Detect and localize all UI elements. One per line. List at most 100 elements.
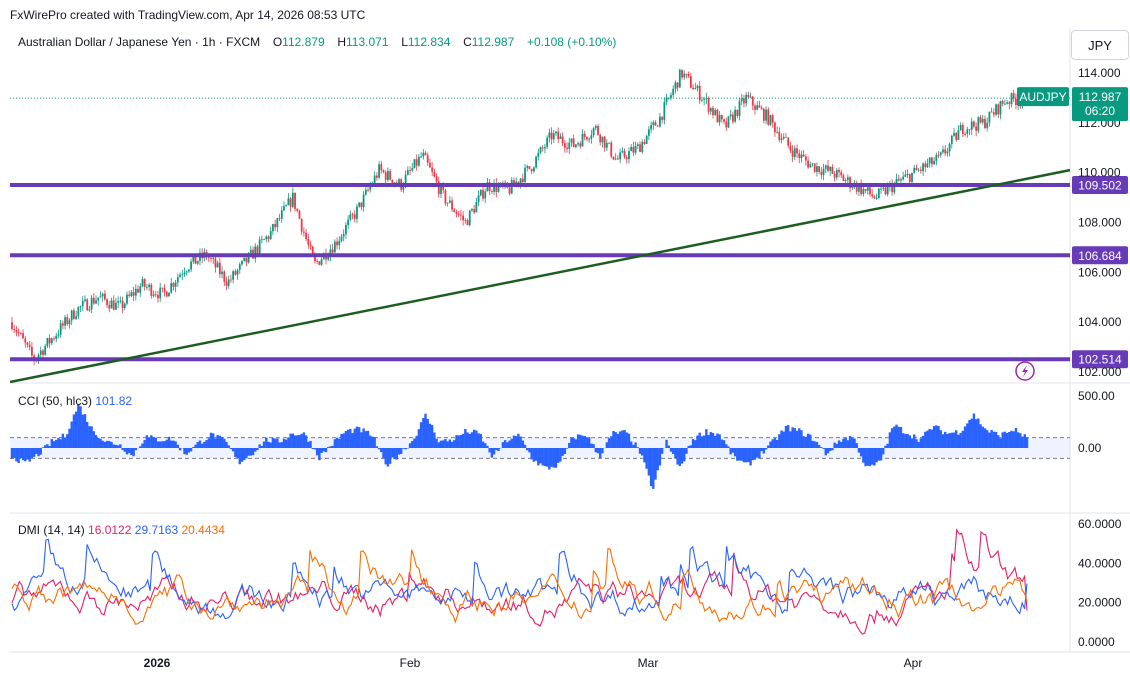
candle-body: [1010, 93, 1013, 105]
candle-body: [873, 196, 876, 199]
candle-body: [331, 249, 334, 253]
candle-body: [897, 178, 900, 181]
candle-body: [103, 293, 106, 300]
cci-bar: [665, 439, 668, 448]
cci-bar: [271, 437, 275, 448]
cci-bar: [287, 437, 290, 448]
cci-bar: [214, 438, 217, 448]
candle-body: [612, 156, 615, 160]
cci-bar: [128, 448, 131, 454]
cci-bar: [101, 440, 104, 448]
price-axis[interactable]: 102.000104.000106.000108.000110.000112.0…: [1017, 66, 1128, 379]
cci-bar: [371, 436, 374, 448]
candle-body: [754, 105, 756, 110]
horizontal-levels[interactable]: 109.502 106.684 102.514: [10, 176, 1128, 369]
candle-body: [829, 166, 832, 171]
candle-body: [243, 257, 246, 261]
symbol-description[interactable]: Australian Dollar / Japanese Yen · 1h · …: [18, 35, 261, 49]
candle-body: [329, 249, 332, 257]
candle-body: [316, 261, 319, 262]
cci-bar: [605, 442, 609, 448]
cci-bar: [335, 437, 339, 448]
cci-bar: [320, 448, 323, 453]
cci-bar: [375, 446, 379, 448]
cci-legend[interactable]: CCI (50, hlc3) 101.82: [18, 394, 132, 408]
candle-body: [816, 166, 818, 172]
candle-body: [254, 246, 257, 259]
candle-body: [798, 153, 801, 159]
candle-body: [995, 104, 997, 115]
level-label: 106.684: [1078, 249, 1122, 263]
cci-bar: [789, 431, 792, 448]
candle-body: [973, 121, 975, 127]
candle-body: [955, 132, 958, 140]
cci-bar: [817, 444, 821, 448]
cci-bar: [890, 428, 894, 448]
cci-bar: [10, 448, 14, 459]
cci-bar: [346, 429, 350, 448]
cci-bar: [930, 429, 934, 448]
candle-body: [685, 73, 688, 75]
cci-bar: [300, 433, 303, 448]
currency-button[interactable]: JPY: [1071, 30, 1129, 60]
cci-bar: [844, 437, 847, 448]
cci-bar: [90, 426, 93, 448]
candle-body: [771, 115, 774, 123]
candle-body: [90, 297, 93, 310]
cci-bar: [477, 433, 480, 448]
candle-body: [212, 258, 215, 260]
candle-body: [291, 192, 294, 207]
cci-bar: [959, 432, 962, 448]
cci-bar: [955, 430, 958, 448]
trendline[interactable]: [9, 168, 1071, 384]
candle-body: [628, 151, 630, 160]
cci-bar: [70, 421, 73, 448]
cci-bar: [205, 440, 208, 448]
cci-bar: [607, 438, 611, 448]
cci-bar: [570, 437, 573, 448]
dmi-legend[interactable]: DMI (14, 14) 16.0122 29.7163 20.4434: [18, 523, 225, 537]
alert-icon[interactable]: [1015, 361, 1035, 381]
candle-body: [459, 214, 462, 216]
cci-bar: [488, 448, 491, 453]
candle-body: [426, 155, 429, 163]
candle-body: [882, 187, 885, 189]
cci-bar: [439, 440, 443, 448]
cci-bar: [647, 448, 651, 476]
cci-bar: [791, 427, 794, 448]
candle-body: [605, 142, 608, 148]
candle-body: [804, 156, 807, 161]
cci-bar: [594, 448, 597, 453]
cci-bar: [35, 448, 38, 454]
candle-body: [574, 144, 577, 147]
cci-bar: [103, 441, 107, 448]
candle-body: [490, 190, 493, 192]
cci-bar: [373, 437, 376, 448]
cci-bar: [309, 440, 312, 448]
cci-bar: [386, 448, 390, 467]
cci-bar: [503, 440, 507, 448]
candle-body: [603, 136, 606, 148]
cci-bar: [132, 448, 135, 457]
cci-bar: [771, 439, 774, 448]
candle-body: [696, 85, 699, 89]
candle-body: [411, 168, 414, 171]
candle-body: [800, 154, 803, 159]
cci-bar: [167, 436, 171, 448]
cci-bar: [97, 437, 100, 448]
candle-body: [736, 109, 739, 116]
cci-bar: [415, 435, 418, 448]
low-value: 112.834: [407, 35, 451, 49]
cci-bar: [172, 440, 175, 448]
candle-body: [840, 172, 843, 176]
cci-bar: [556, 448, 560, 463]
cci-bar: [835, 443, 839, 448]
candle-body: [833, 173, 836, 178]
time-axis[interactable]: 2026 Feb Mar Apr: [144, 656, 923, 670]
candle-body: [827, 165, 829, 171]
cci-bar: [26, 448, 29, 460]
time-tick-label: 2026: [144, 656, 171, 670]
candle-body: [672, 88, 675, 96]
cci-bar: [43, 445, 47, 448]
